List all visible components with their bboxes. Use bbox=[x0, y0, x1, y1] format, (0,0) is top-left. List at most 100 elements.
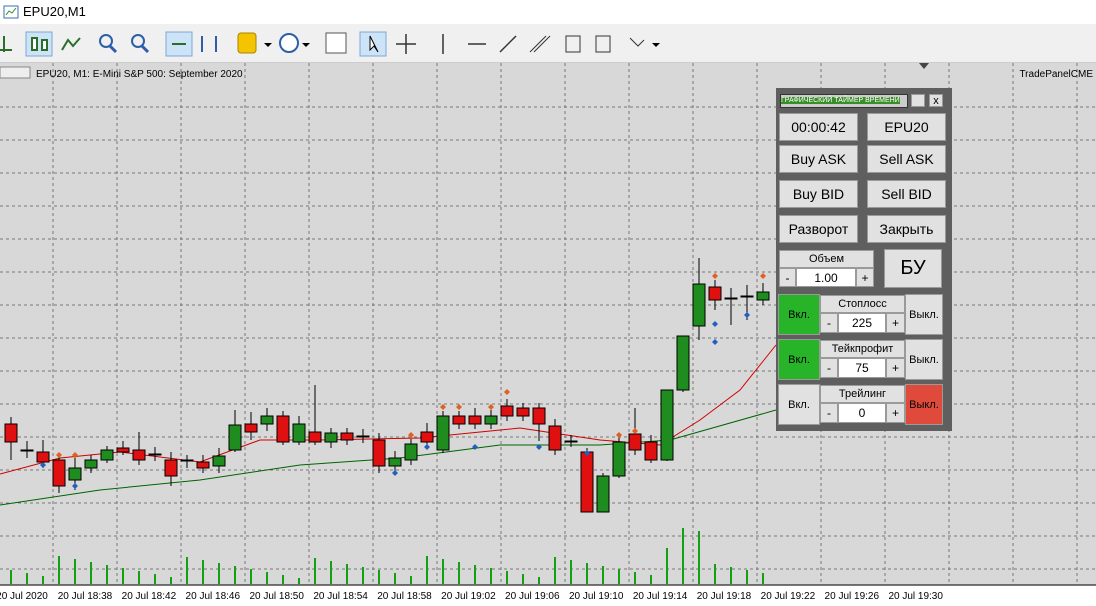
candle-body bbox=[532, 407, 546, 425]
signal-arrow bbox=[472, 444, 478, 450]
candle-body bbox=[324, 432, 338, 443]
expert-name: TradePanelCME bbox=[1019, 69, 1093, 80]
periods[interactable] bbox=[279, 33, 299, 53]
reverse-button[interactable]: Разворот bbox=[779, 215, 858, 243]
signal-arrow bbox=[616, 432, 622, 438]
candle-body bbox=[36, 451, 50, 463]
candle-body bbox=[388, 457, 402, 467]
signal-arrow bbox=[488, 404, 494, 410]
close-button[interactable]: x bbox=[929, 94, 943, 107]
panel-title: ГРАФИЧЕСКИЙ ТАЙМЕР ВРЕМЕНИ bbox=[780, 94, 908, 108]
time-label: 20 Jul 19:14 bbox=[633, 591, 688, 602]
setting-label: Трейлинг bbox=[820, 385, 905, 403]
setting-minus[interactable]: - bbox=[820, 358, 838, 378]
signal-arrow bbox=[392, 470, 398, 476]
candle-body bbox=[84, 459, 98, 469]
disable-button[interactable]: Выкл. bbox=[905, 384, 943, 425]
volume-label: Объем bbox=[779, 250, 874, 268]
volume-input[interactable]: 1.00 bbox=[796, 268, 856, 287]
candle-body bbox=[212, 455, 226, 467]
sell-bid-button[interactable]: Sell BID bbox=[867, 180, 946, 208]
candle-body bbox=[164, 459, 178, 477]
candle-body bbox=[516, 407, 530, 417]
candle-body bbox=[596, 475, 610, 513]
candle-body bbox=[340, 432, 354, 441]
toolbar-icons bbox=[0, 31, 660, 57]
candle-body bbox=[420, 431, 434, 443]
breakeven-button[interactable]: БУ bbox=[884, 249, 942, 288]
enable-button[interactable]: Вкл. bbox=[778, 384, 820, 425]
signal-arrow bbox=[56, 452, 62, 458]
zoom-out[interactable] bbox=[131, 34, 145, 48]
volume-plus[interactable]: + bbox=[856, 268, 874, 287]
candle-body bbox=[52, 459, 66, 487]
signal-arrow bbox=[584, 450, 590, 456]
time-label: 20 Jul 19:06 bbox=[505, 591, 560, 602]
panel-title-text: ГРАФИЧЕСКИЙ ТАЙМЕР ВРЕМЕНИ bbox=[781, 97, 900, 104]
signal-arrow bbox=[536, 444, 542, 450]
templates[interactable] bbox=[325, 32, 347, 54]
candle-body bbox=[356, 435, 370, 438]
indicators[interactable] bbox=[237, 32, 257, 54]
time-label: 20 Jul 19:26 bbox=[825, 591, 880, 602]
candle-body bbox=[196, 461, 210, 469]
signal-arrow bbox=[744, 312, 750, 318]
enable-button[interactable]: Вкл. bbox=[778, 294, 820, 335]
time-label: 20 Jul 19:02 bbox=[441, 591, 496, 602]
buy-bid-button[interactable]: Buy BID bbox=[779, 180, 858, 208]
candles bbox=[0, 258, 777, 584]
time-label: 20 Jul 19:22 bbox=[761, 591, 816, 602]
candle-body bbox=[180, 459, 194, 462]
signal-arrow bbox=[712, 339, 718, 345]
zoom-in[interactable] bbox=[99, 34, 113, 48]
signal-arrow bbox=[424, 444, 430, 450]
signal-arrow bbox=[760, 273, 766, 279]
symbol: EPU20 bbox=[867, 113, 946, 141]
signal-arrow bbox=[712, 321, 718, 327]
chart-label: EPU20, M1: E-Mini S&P 500: September 202… bbox=[36, 69, 243, 80]
candle-body bbox=[4, 423, 18, 443]
time-label: 20 Jul 18:46 bbox=[186, 591, 241, 602]
time-label: 20 Jul 18:54 bbox=[313, 591, 368, 602]
window-title: EPU20,M1 bbox=[23, 4, 86, 19]
setting-plus[interactable]: + bbox=[886, 358, 905, 378]
candle-body bbox=[756, 291, 770, 301]
setting-input[interactable]: 225 bbox=[838, 313, 886, 333]
app-icon bbox=[3, 5, 19, 19]
setting-label: Стоплосс bbox=[820, 295, 905, 313]
disable-button[interactable]: Выкл. bbox=[905, 294, 943, 335]
candle-body bbox=[644, 441, 658, 461]
candle-body bbox=[580, 451, 594, 513]
signal-arrow bbox=[712, 273, 718, 279]
enable-button[interactable]: Вкл. bbox=[778, 339, 820, 380]
setting-minus[interactable]: - bbox=[820, 313, 838, 333]
setting-input[interactable]: 75 bbox=[838, 358, 886, 378]
candle-body bbox=[116, 447, 130, 453]
time-axis: 20 Jul 2020 20 Jul 18:38 20 Jul 18:42 20 Ju… bbox=[0, 591, 943, 602]
signal-arrow bbox=[632, 428, 638, 434]
candle-body bbox=[260, 415, 274, 425]
candle-body bbox=[612, 441, 626, 477]
buy-ask-button[interactable]: Buy ASK bbox=[779, 145, 858, 173]
setting-plus[interactable]: + bbox=[886, 313, 905, 333]
signal-arrow bbox=[504, 389, 510, 395]
bar-chart-button[interactable] bbox=[25, 31, 53, 57]
signal-arrow bbox=[456, 404, 462, 410]
candle-body bbox=[308, 431, 322, 443]
volume-minus[interactable]: - bbox=[779, 268, 796, 287]
setting-plus[interactable]: + bbox=[886, 403, 905, 423]
sell-ask-button[interactable]: Sell ASK bbox=[867, 145, 946, 173]
candle-body bbox=[548, 425, 562, 451]
line-chart-button[interactable] bbox=[61, 37, 81, 51]
setting-input[interactable]: 0 bbox=[838, 403, 886, 423]
timer: 00:00:42 bbox=[779, 113, 858, 141]
signal-arrow bbox=[440, 404, 446, 410]
toolbar bbox=[0, 24, 1096, 63]
candle-body bbox=[500, 405, 514, 417]
setting-minus[interactable]: - bbox=[820, 403, 838, 423]
minimize-button[interactable] bbox=[911, 94, 925, 107]
candle-body bbox=[68, 467, 82, 481]
disable-button[interactable]: Выкл. bbox=[905, 339, 943, 380]
time-label: 20 Jul 2020 bbox=[0, 591, 48, 602]
close-all-button[interactable]: Закрыть bbox=[867, 215, 946, 243]
